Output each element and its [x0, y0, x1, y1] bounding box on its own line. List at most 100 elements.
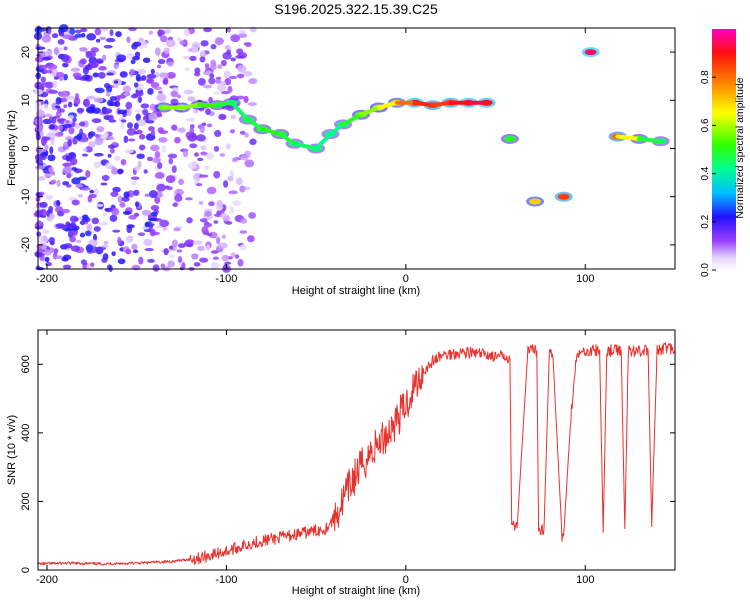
noise-speckle: [120, 119, 127, 123]
noise-speckle: [44, 144, 49, 150]
noise-speckle: [162, 226, 168, 231]
noise-speckle: [227, 85, 233, 93]
noise-speckle: [142, 109, 149, 116]
y-tick-label: -10: [20, 189, 32, 205]
noise-speckle: [55, 96, 62, 105]
noise-speckle: [76, 133, 83, 141]
snr-x-label: Height of straight line (km): [292, 585, 420, 597]
noise-speckle: [120, 158, 127, 166]
noise-speckle: [116, 54, 127, 62]
noise-speckle: [65, 136, 74, 141]
noise-speckle: [90, 262, 95, 267]
noise-speckle: [183, 89, 194, 95]
noise-speckle: [123, 135, 129, 144]
noise-speckle: [157, 162, 163, 170]
ridge-segment: [358, 105, 381, 117]
noise-speckle: [221, 81, 227, 87]
noise-speckle: [191, 253, 199, 260]
noise-speckle: [70, 245, 81, 252]
noise-speckle: [62, 166, 72, 175]
noise-speckle: [168, 245, 174, 250]
noise-speckle: [93, 161, 101, 169]
noise-speckle: [213, 91, 221, 95]
noise-speckle: [34, 56, 44, 63]
noise-speckle: [36, 231, 42, 237]
noise-speckle: [74, 29, 82, 34]
noise-speckle: [105, 37, 116, 43]
noise-speckle: [130, 176, 140, 180]
noise-speckle: [51, 33, 59, 39]
noise-speckle: [92, 72, 99, 78]
noise-speckle: [34, 155, 43, 161]
noise-speckle: [163, 248, 169, 256]
noise-speckle: [103, 108, 113, 114]
noise-speckle: [230, 114, 237, 120]
noise-speckle: [81, 133, 88, 139]
noise-speckle: [41, 56, 51, 61]
noise-speckle: [178, 178, 185, 186]
noise-speckle: [231, 157, 238, 163]
noise-speckle: [49, 124, 55, 130]
noise-speckle: [88, 131, 96, 137]
noise-speckle: [113, 155, 121, 161]
noise-speckle: [199, 125, 205, 133]
noise-speckle: [84, 98, 90, 106]
noise-speckle: [224, 77, 232, 86]
noise-speckle: [74, 122, 80, 129]
spectrogram-ridge-layer: [154, 47, 670, 207]
noise-speckle: [57, 118, 64, 122]
noise-speckle: [141, 75, 147, 81]
noise-speckle: [199, 257, 209, 263]
noise-speckle: [176, 127, 186, 133]
noise-speckle: [50, 179, 57, 185]
noise-speckle: [164, 29, 172, 34]
noise-speckle: [248, 212, 257, 219]
noise-speckle: [160, 263, 166, 269]
noise-speckle: [149, 103, 157, 111]
noise-speckle: [63, 73, 68, 81]
noise-speckle: [35, 107, 43, 111]
noise-speckle: [97, 71, 106, 79]
noise-speckle: [206, 152, 215, 160]
noise-speckle: [123, 191, 130, 199]
noise-speckle: [143, 169, 148, 174]
noise-speckle: [147, 258, 155, 263]
noise-speckle: [141, 209, 152, 216]
noise-speckle: [249, 26, 257, 33]
noise-speckle: [171, 124, 178, 131]
noise-speckle: [156, 183, 167, 192]
noise-speckle: [48, 166, 54, 173]
noise-speckle: [112, 186, 121, 193]
noise-speckle: [80, 58, 87, 65]
ridge-point: [557, 193, 570, 200]
noise-speckle: [232, 200, 242, 206]
noise-speckle: [235, 177, 243, 186]
noise-speckle: [176, 249, 183, 253]
noise-speckle: [119, 71, 128, 78]
y-tick-label: -20: [20, 237, 32, 253]
noise-speckle: [65, 155, 71, 161]
noise-speckle: [234, 254, 240, 259]
noise-speckle: [96, 126, 105, 133]
noise-speckle: [144, 221, 150, 228]
y-tick-label: 400: [20, 424, 32, 442]
snr-y-label: SNR (10 * v/v): [6, 415, 18, 485]
noise-speckle: [108, 114, 114, 122]
noise-speckle: [138, 256, 144, 265]
noise-speckle: [191, 41, 201, 49]
noise-speckle: [239, 154, 249, 161]
noise-speckle: [166, 72, 176, 79]
noise-speckle: [124, 149, 134, 154]
noise-speckle: [210, 250, 219, 254]
snr-series-line: [37, 342, 676, 566]
noise-speckle: [92, 107, 101, 114]
noise-speckle: [200, 151, 207, 155]
noise-speckle: [132, 249, 139, 254]
noise-speckle: [160, 35, 168, 43]
noise-speckle: [42, 118, 53, 125]
noise-speckle: [51, 116, 57, 124]
noise-speckle: [134, 201, 140, 208]
noise-speckle: [78, 176, 87, 181]
noise-speckle: [157, 127, 165, 134]
